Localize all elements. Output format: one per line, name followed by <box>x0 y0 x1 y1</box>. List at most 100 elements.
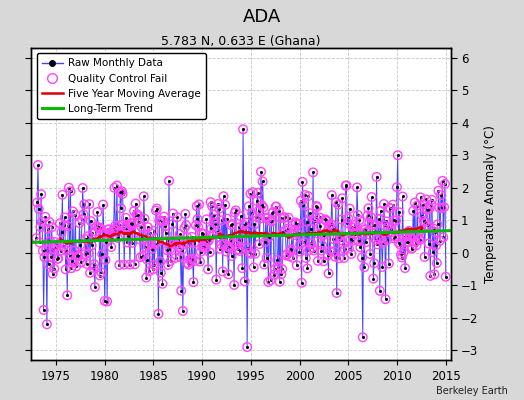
Point <box>243 344 252 350</box>
Point <box>320 258 328 264</box>
Point <box>37 191 46 198</box>
Point <box>336 237 345 243</box>
Point <box>260 261 268 268</box>
Point <box>353 184 361 191</box>
Point <box>417 227 425 233</box>
Point <box>239 222 248 228</box>
Point <box>394 152 402 158</box>
Point <box>396 242 405 248</box>
Point <box>276 278 284 285</box>
Point <box>270 266 279 272</box>
Point <box>135 219 143 225</box>
Point <box>192 222 200 228</box>
Point <box>251 250 259 257</box>
Point <box>427 201 435 208</box>
Point <box>39 248 47 254</box>
Point <box>64 184 73 191</box>
Point <box>254 190 262 196</box>
Point <box>224 271 233 278</box>
Point <box>214 201 222 207</box>
Point <box>217 217 226 224</box>
Point <box>434 188 443 194</box>
Point <box>92 223 101 230</box>
Point <box>413 202 421 209</box>
Point <box>149 228 158 234</box>
Point <box>157 270 165 276</box>
Point <box>173 214 181 220</box>
Point <box>332 199 340 206</box>
Point <box>337 216 346 223</box>
Point <box>275 207 283 214</box>
Point <box>46 238 54 244</box>
Point <box>82 236 90 242</box>
Point <box>198 230 206 236</box>
Point <box>360 264 368 270</box>
Point <box>66 252 74 259</box>
Point <box>248 210 256 216</box>
Point <box>76 242 84 248</box>
Point <box>191 258 199 264</box>
Point <box>94 224 102 231</box>
Point <box>232 242 241 248</box>
Point <box>210 212 218 218</box>
Point <box>114 222 123 229</box>
Point <box>212 276 221 283</box>
Point <box>71 212 80 218</box>
Point <box>442 274 450 280</box>
Point <box>315 214 324 221</box>
Point <box>154 239 162 245</box>
Point <box>305 210 314 216</box>
Point <box>428 197 436 203</box>
Point <box>165 178 173 184</box>
Point <box>402 238 411 245</box>
Point <box>97 269 106 276</box>
Point <box>392 218 400 224</box>
Point <box>225 244 233 250</box>
Point <box>91 284 99 290</box>
Point <box>376 288 384 294</box>
Point <box>145 242 153 248</box>
Point <box>317 247 325 254</box>
Point <box>344 215 352 222</box>
Point <box>345 206 354 212</box>
Point <box>432 242 440 249</box>
Point <box>429 249 437 255</box>
Point <box>79 211 88 218</box>
Point <box>261 215 270 221</box>
Point <box>52 242 61 248</box>
Point <box>373 241 381 248</box>
Point <box>88 242 96 249</box>
Point <box>226 236 234 243</box>
Point <box>155 217 163 224</box>
Point <box>219 268 227 275</box>
Point <box>390 235 399 242</box>
Point <box>53 256 62 262</box>
Point <box>251 250 259 257</box>
Point <box>75 220 84 226</box>
Point <box>332 199 340 206</box>
Point <box>405 228 413 234</box>
Point <box>290 226 299 233</box>
Point <box>234 246 243 252</box>
Point <box>263 215 271 222</box>
Point <box>298 280 306 286</box>
Point <box>228 221 237 227</box>
Point <box>247 251 255 257</box>
Point <box>79 185 87 191</box>
Point <box>407 234 415 240</box>
Point <box>411 239 420 245</box>
Point <box>298 179 307 185</box>
Point <box>379 239 387 246</box>
Point <box>264 279 272 285</box>
Point <box>312 203 321 209</box>
Point <box>121 224 129 231</box>
Point <box>69 208 77 215</box>
Point <box>80 201 89 208</box>
Point <box>338 195 346 202</box>
Point <box>255 241 264 247</box>
Point <box>226 236 234 243</box>
Point <box>364 212 372 219</box>
Point <box>323 252 332 259</box>
Point <box>42 321 51 328</box>
Point <box>252 213 260 220</box>
